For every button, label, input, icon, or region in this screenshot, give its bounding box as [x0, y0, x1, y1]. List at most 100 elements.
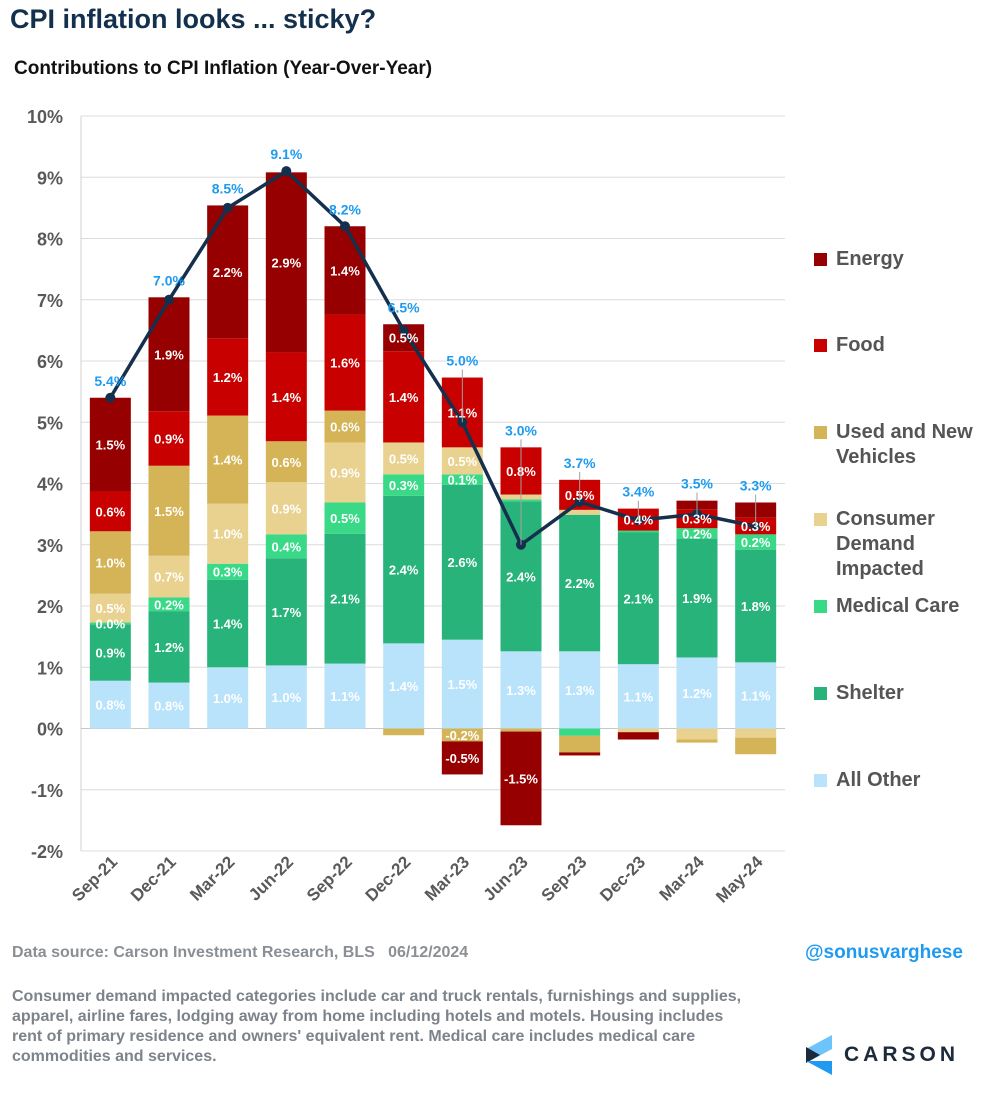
segment-value-label: 1.3% — [565, 683, 595, 698]
bar-segment-all-other — [500, 651, 542, 729]
segment-value-label: 1.5% — [448, 677, 478, 692]
segment-value-label: 1.0% — [96, 556, 126, 571]
legend-item: All Other — [814, 768, 1002, 793]
bar-segment-shelter — [441, 484, 483, 640]
bar-segment-used-and-new-vehicles — [676, 739, 718, 743]
y-tick-label: 3% — [37, 536, 63, 556]
bar-segment-food — [89, 491, 131, 532]
segment-value-label: -1.5% — [504, 771, 538, 786]
bar-segment-medical-care — [441, 474, 483, 485]
cpi-total-label: 3.3% — [740, 477, 772, 493]
segment-value-label: 1.0% — [213, 691, 243, 706]
segment-value-label: 1.5% — [154, 504, 184, 519]
bar-segment-consumer-demand-impacted — [617, 728, 659, 733]
segment-value-label: 0.5% — [330, 511, 360, 526]
segment-value-label: 0.7% — [154, 570, 184, 585]
bar-segment-all-other — [617, 664, 659, 729]
segment-value-label: 1.7% — [272, 605, 302, 620]
legend-label: All Other — [836, 769, 921, 791]
segment-value-label: 0.3% — [213, 565, 243, 580]
segment-value-label: 0.3% — [682, 512, 712, 527]
x-tick-label: Mar-23 — [421, 852, 473, 904]
cpi-point — [164, 294, 174, 305]
page-title: CPI inflation looks ... sticky? — [10, 4, 377, 34]
segment-value-label: 1.4% — [389, 679, 419, 694]
legend-swatch — [814, 426, 827, 439]
bar-segment-food — [383, 351, 425, 443]
x-tick-label: Jun-22 — [245, 852, 297, 904]
cpi-point — [340, 221, 350, 232]
x-tick-label: Dec-21 — [127, 852, 180, 905]
bar-segment-medical-care — [89, 622, 131, 625]
bar-segment-all-other — [324, 663, 366, 729]
segment-value-label: 1.3% — [506, 683, 536, 698]
legend-swatch — [814, 513, 827, 526]
legend-swatch — [814, 774, 827, 787]
cpi-total-label: 5.0% — [446, 353, 478, 369]
segment-value-label: 1.4% — [330, 263, 360, 278]
chart-title: Contributions to CPI Inflation (Year-Ove… — [14, 58, 433, 79]
y-tick-label: 9% — [37, 168, 63, 188]
segment-value-label: 0.5% — [448, 454, 478, 469]
x-tick-label: Sep-23 — [538, 852, 591, 905]
carson-logo-icon — [806, 1035, 832, 1075]
legend-label: Energy — [836, 248, 904, 270]
x-tick-label: Dec-22 — [362, 852, 415, 905]
segment-value-label: 0.2% — [741, 535, 771, 550]
segment-value-label: 0.2% — [682, 526, 712, 541]
bar-segment-energy — [559, 752, 601, 756]
legend-label: Consumer Demand Impacted — [836, 508, 935, 580]
cpi-total-label: 7.0% — [153, 272, 185, 288]
segment-value-label: 2.4% — [389, 563, 419, 578]
bar-segment-used-and-new-vehicles — [207, 415, 249, 504]
bar-segment-all-other — [441, 639, 483, 729]
segment-value-label: 1.0% — [272, 690, 302, 705]
cpi-total-label: 5.4% — [94, 373, 126, 389]
segment-value-label: 1.4% — [389, 390, 419, 405]
segment-value-label: 1.0% — [213, 527, 243, 542]
bar-segment-consumer-demand-impacted — [207, 503, 249, 564]
bar-segment-medical-care — [148, 597, 190, 612]
bar-segment-all-other — [265, 665, 307, 729]
segment-value-label: 1.2% — [213, 370, 243, 385]
legend-item: Consumer Demand Impacted — [814, 507, 956, 582]
segment-value-label: 0.4% — [272, 539, 302, 554]
bar-segment-all-other — [148, 682, 190, 729]
bar-segment-all-other — [559, 651, 601, 729]
segment-value-label: 0.6% — [330, 420, 360, 435]
segment-value-label: 1.5% — [96, 438, 126, 453]
bar-segment-medical-care — [207, 563, 249, 580]
bar-segment-medical-care — [735, 534, 777, 550]
carson-logo: CARSON — [806, 1035, 959, 1075]
bar-segment-food — [265, 352, 307, 442]
bar-segment-energy — [265, 172, 307, 353]
bar-segment-all-other — [383, 643, 425, 729]
bar-segment-shelter — [207, 579, 249, 668]
bar-segment-used-and-new-vehicles — [441, 728, 483, 742]
author-handle[interactable]: @sonusvarghese — [805, 942, 963, 963]
bar-segment-all-other — [676, 657, 718, 729]
segment-value-label: 1.4% — [213, 616, 243, 631]
segment-value-label: 0.0% — [96, 616, 126, 631]
bar-segment-all-other — [735, 662, 777, 729]
bar-segment-all-other — [89, 680, 131, 729]
segment-value-label: 1.9% — [682, 591, 712, 606]
bar-segment-consumer-demand-impacted — [324, 442, 366, 503]
x-tick-label: Jun-23 — [480, 852, 532, 904]
bar-segment-medical-care — [617, 530, 659, 533]
x-tick-label: Mar-24 — [656, 852, 709, 905]
bar-segment-shelter — [324, 533, 366, 664]
y-tick-label: 4% — [37, 475, 63, 495]
bar-segment-energy — [89, 397, 131, 492]
bar-segment-medical-care — [559, 728, 601, 736]
bar-segment-used-and-new-vehicles — [324, 410, 366, 443]
legend-label: Shelter — [836, 682, 904, 704]
segment-value-label: 0.9% — [272, 501, 302, 516]
cpi-total-line — [108, 168, 757, 548]
segment-value-label: -0.5% — [445, 751, 479, 766]
cpi-total-label: 8.2% — [329, 201, 361, 217]
cpi-total-label: 3.5% — [681, 476, 713, 492]
segment-value-label: 2.1% — [330, 592, 360, 607]
